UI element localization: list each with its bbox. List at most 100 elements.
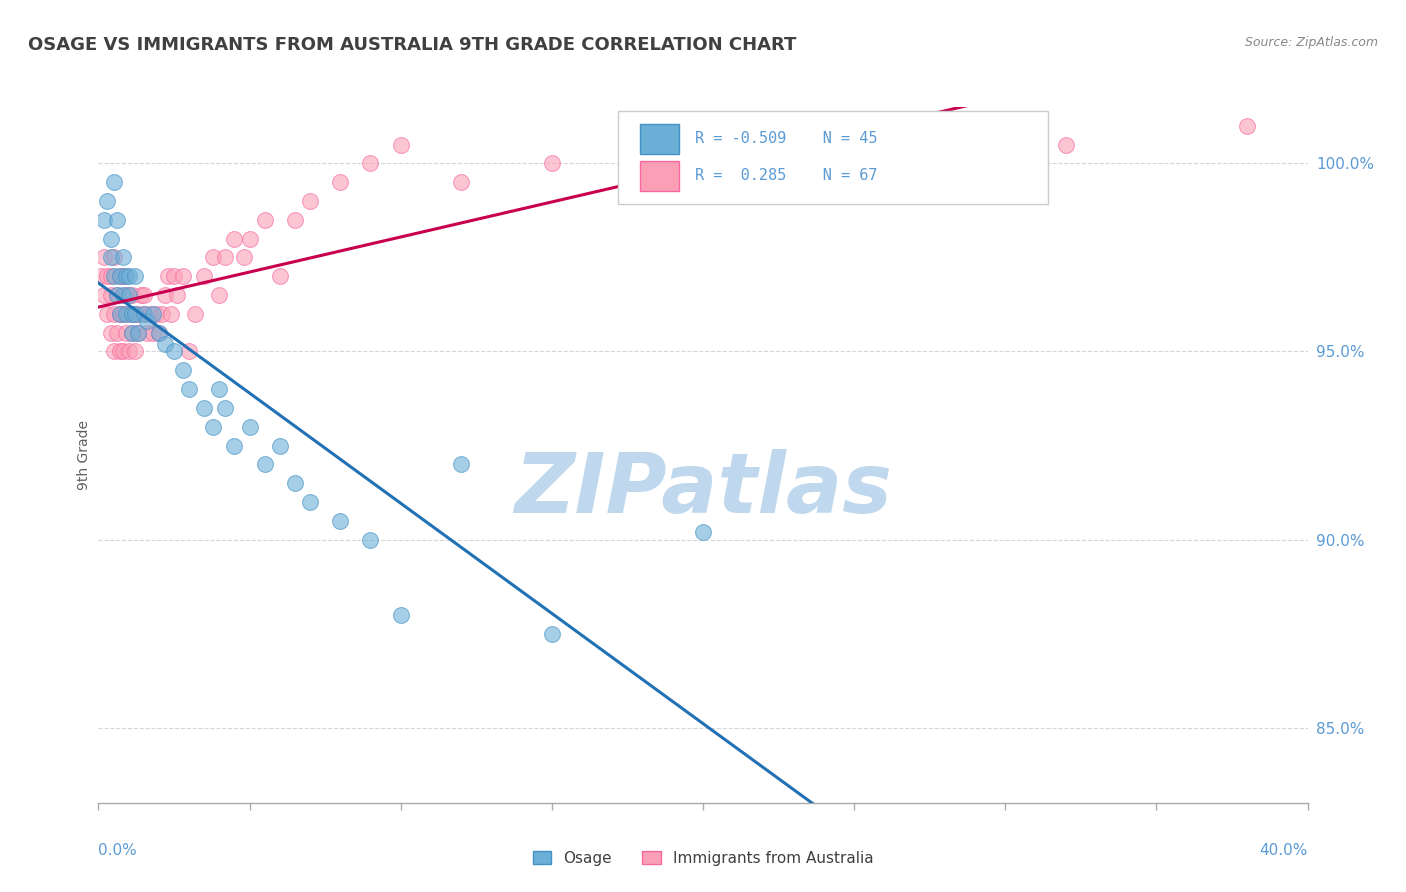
Point bbox=[121, 288, 143, 302]
Text: ZIPatlas: ZIPatlas bbox=[515, 450, 891, 530]
Point bbox=[148, 326, 170, 340]
Point bbox=[150, 307, 173, 321]
Point bbox=[124, 307, 146, 321]
Text: OSAGE VS IMMIGRANTS FROM AUSTRALIA 9TH GRADE CORRELATION CHART: OSAGE VS IMMIGRANTS FROM AUSTRALIA 9TH G… bbox=[28, 36, 796, 54]
Point bbox=[127, 326, 149, 340]
Point bbox=[111, 288, 134, 302]
Point bbox=[208, 288, 231, 302]
Point bbox=[124, 269, 146, 284]
Point bbox=[692, 127, 714, 141]
FancyBboxPatch shape bbox=[640, 124, 679, 153]
Point bbox=[129, 288, 152, 302]
Point bbox=[105, 288, 128, 302]
Point bbox=[100, 269, 122, 284]
Point bbox=[118, 269, 141, 284]
Point bbox=[132, 307, 155, 321]
Point bbox=[145, 307, 167, 321]
Point bbox=[284, 212, 307, 227]
Point bbox=[114, 307, 136, 321]
Point bbox=[103, 175, 125, 189]
Point bbox=[108, 269, 131, 284]
Point bbox=[153, 337, 176, 351]
Point bbox=[105, 288, 128, 302]
Point bbox=[329, 514, 352, 528]
Point bbox=[360, 533, 382, 547]
Point bbox=[844, 119, 866, 133]
Point bbox=[269, 438, 291, 452]
Point bbox=[108, 269, 131, 284]
Point bbox=[103, 251, 125, 265]
Point bbox=[103, 269, 125, 284]
Point bbox=[142, 307, 165, 321]
Point bbox=[172, 269, 194, 284]
Point bbox=[114, 269, 136, 284]
Y-axis label: 9th Grade: 9th Grade bbox=[77, 420, 91, 490]
Point bbox=[540, 626, 562, 640]
Point bbox=[299, 495, 322, 509]
Point bbox=[389, 607, 412, 622]
Point bbox=[160, 307, 183, 321]
Point bbox=[121, 326, 143, 340]
Point bbox=[118, 344, 141, 359]
Point bbox=[540, 156, 562, 170]
Text: R =  0.285    N = 67: R = 0.285 N = 67 bbox=[695, 168, 877, 183]
Point bbox=[108, 307, 131, 321]
Point bbox=[193, 269, 215, 284]
Point bbox=[269, 269, 291, 284]
Point bbox=[96, 269, 118, 284]
Point bbox=[179, 382, 201, 396]
FancyBboxPatch shape bbox=[640, 161, 679, 191]
Point bbox=[100, 288, 122, 302]
Point bbox=[1054, 137, 1077, 152]
Point bbox=[202, 419, 225, 434]
Point bbox=[103, 307, 125, 321]
Point bbox=[239, 419, 262, 434]
Point bbox=[184, 307, 207, 321]
Text: 40.0%: 40.0% bbox=[1260, 843, 1308, 858]
Point bbox=[450, 458, 472, 472]
Point bbox=[142, 326, 165, 340]
Point bbox=[124, 307, 146, 321]
Point bbox=[118, 288, 141, 302]
Point bbox=[96, 307, 118, 321]
Point bbox=[239, 232, 262, 246]
Point bbox=[692, 524, 714, 539]
Text: 0.0%: 0.0% bbox=[98, 843, 138, 858]
Point bbox=[208, 382, 231, 396]
Text: Source: ZipAtlas.com: Source: ZipAtlas.com bbox=[1244, 36, 1378, 49]
Point bbox=[135, 314, 157, 328]
Point bbox=[90, 269, 112, 284]
Point bbox=[299, 194, 322, 208]
Point bbox=[103, 344, 125, 359]
Point bbox=[253, 458, 276, 472]
Point bbox=[179, 344, 201, 359]
Point bbox=[139, 307, 162, 321]
Point bbox=[93, 251, 115, 265]
Point bbox=[253, 212, 276, 227]
Point bbox=[105, 326, 128, 340]
FancyBboxPatch shape bbox=[619, 111, 1047, 204]
Point bbox=[360, 156, 382, 170]
Point bbox=[156, 269, 179, 284]
Point bbox=[224, 232, 246, 246]
Point bbox=[114, 326, 136, 340]
Point bbox=[148, 326, 170, 340]
Point bbox=[100, 251, 122, 265]
Point bbox=[111, 307, 134, 321]
Point bbox=[214, 251, 236, 265]
Point bbox=[135, 326, 157, 340]
Point bbox=[389, 137, 412, 152]
Point bbox=[127, 326, 149, 340]
Point bbox=[232, 251, 254, 265]
Point bbox=[105, 212, 128, 227]
Point bbox=[172, 363, 194, 377]
Point bbox=[166, 288, 188, 302]
Legend: Osage, Immigrants from Australia: Osage, Immigrants from Australia bbox=[526, 845, 880, 871]
Point bbox=[193, 401, 215, 415]
Point bbox=[93, 288, 115, 302]
Point bbox=[284, 476, 307, 491]
Point bbox=[127, 307, 149, 321]
Point bbox=[96, 194, 118, 208]
Point bbox=[100, 326, 122, 340]
Point bbox=[163, 269, 186, 284]
